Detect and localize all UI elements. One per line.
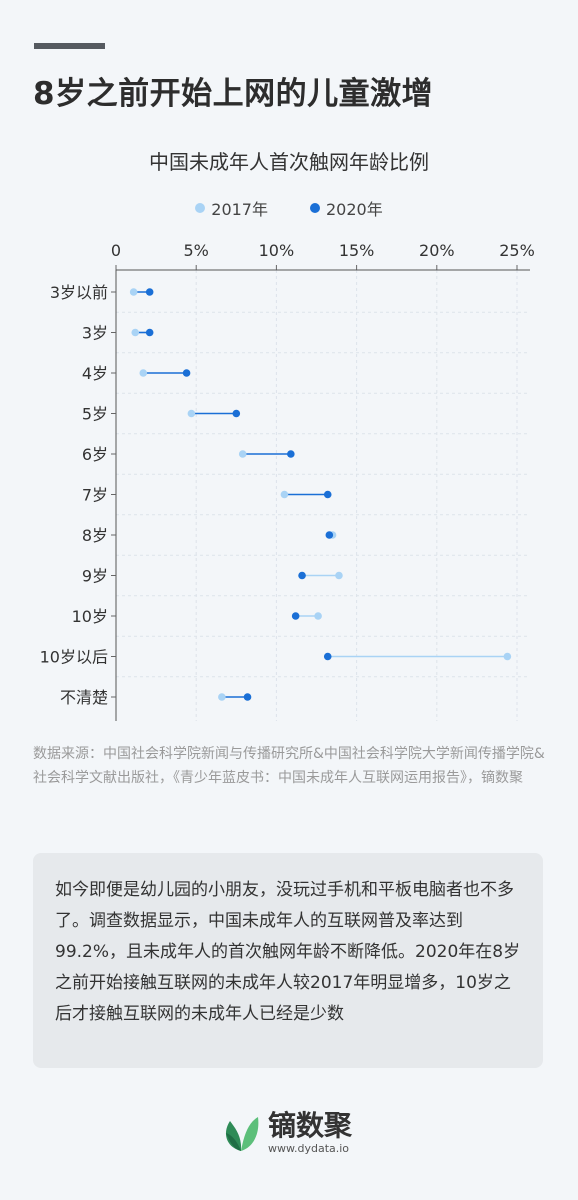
- point-2020: [232, 409, 241, 418]
- legend-label-2017: 2017年: [211, 200, 268, 219]
- x-tick-label: 20%: [419, 241, 455, 260]
- y-tick-label: 10岁以后: [40, 648, 108, 667]
- leaf-logo-icon: [225, 1117, 259, 1151]
- accent-bar: [34, 43, 105, 49]
- point-2017: [187, 409, 196, 418]
- y-tick-label: 不清楚: [60, 688, 108, 707]
- y-tick-label: 4岁: [82, 364, 108, 383]
- point-2017: [139, 369, 148, 377]
- point-2017: [129, 288, 138, 296]
- point-2020: [323, 490, 332, 499]
- point-2017: [503, 652, 512, 661]
- y-tick-label: 6岁: [82, 445, 108, 464]
- summary-box: 如今即便是幼儿园的小朋友，没玩过手机和平板电脑者也不多了。调查数据显示，中国未成…: [33, 853, 543, 1068]
- chart-title: 中国未成年人首次触网年龄比例: [149, 150, 429, 174]
- data-source-note: 数据来源：中国社会科学院新闻与传播研究所&中国社会科学院大学新闻传播学院&社会科…: [33, 746, 545, 786]
- x-tick-label: 25%: [499, 241, 535, 260]
- point-2020: [145, 288, 154, 296]
- legend-label-2020: 2020年: [326, 200, 383, 219]
- x-tick-label: 5%: [184, 241, 209, 260]
- point-2020: [145, 328, 154, 337]
- legend-item-2020: 2020年: [310, 196, 383, 220]
- point-2017: [335, 571, 343, 580]
- y-tick-label: 9岁: [82, 567, 108, 586]
- point-2017: [280, 490, 289, 499]
- brand-logo: 镝数聚 www.dydata.io: [222, 1110, 352, 1156]
- point-2017: [314, 612, 322, 620]
- point-2020: [325, 531, 334, 539]
- summary-text: 如今即便是幼儿园的小朋友，没玩过手机和平板电脑者也不多了。调查数据显示，中国未成…: [55, 880, 521, 1024]
- point-2020: [291, 612, 300, 620]
- point-2020: [243, 693, 252, 701]
- x-tick-label: 15%: [339, 241, 375, 260]
- y-tick-label: 3岁: [82, 324, 108, 343]
- point-2020: [323, 652, 332, 661]
- legend-dot-2020: [310, 203, 320, 213]
- point-2020: [182, 369, 191, 377]
- chart-legend: 2017年 2020年: [0, 196, 578, 220]
- point-2020: [287, 450, 295, 458]
- headline: 8岁之前开始上网的儿童激增: [33, 76, 434, 112]
- x-tick-label: 10%: [259, 241, 295, 260]
- point-2017: [131, 328, 140, 337]
- brand-name: 镝数聚: [268, 1109, 353, 1142]
- y-tick-label: 8岁: [82, 526, 108, 545]
- legend-dot-2017: [195, 203, 206, 213]
- y-tick-label: 5岁: [82, 405, 108, 424]
- y-tick-label: 10岁: [72, 607, 108, 626]
- legend-item-2017: 2017年: [195, 196, 268, 220]
- brand-url: www.dydata.io: [268, 1142, 350, 1155]
- dumbbell-chart: 0 5% 10% 15% 20% 25% 3岁以前 3岁 4岁 5岁 6岁 7岁 8岁 9岁 10岁 10岁以…: [40, 241, 535, 721]
- point-2017: [238, 450, 247, 458]
- y-tick-label: 7岁: [82, 486, 108, 505]
- x-tick-label: 0: [111, 241, 121, 260]
- point-2020: [298, 571, 306, 580]
- point-2017: [218, 693, 226, 701]
- y-tick-label: 3岁以前: [50, 283, 108, 302]
